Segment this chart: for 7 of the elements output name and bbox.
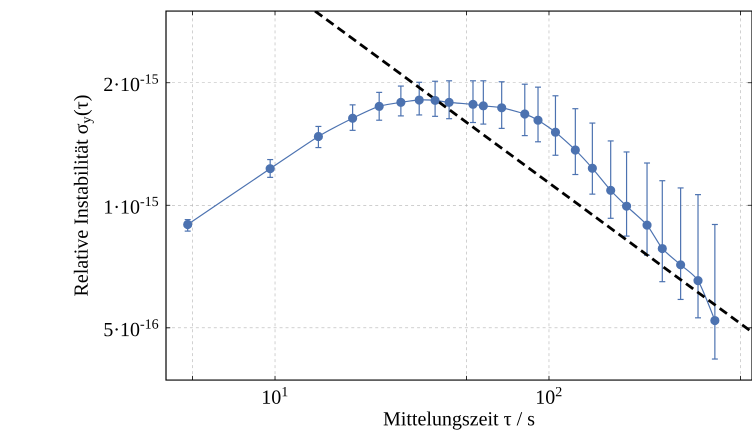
y-tick-label: 1·10$^{-15}$ bbox=[105, 196, 158, 214]
y-axis-title: Relative Instabilität σ$_{y}$(τ) bbox=[74, 96, 94, 296]
x-axis-title: Mittelungszeit τ / s bbox=[384, 411, 534, 430]
y-tick-label: 5·10$^{-16}$ bbox=[104, 319, 158, 336]
x-tick-label: 10$^{2}$ bbox=[536, 386, 562, 404]
y-tick-label: 2·10$^{-15}$ bbox=[104, 74, 158, 92]
x-tick-label: 10$^{1}$ bbox=[263, 386, 288, 404]
